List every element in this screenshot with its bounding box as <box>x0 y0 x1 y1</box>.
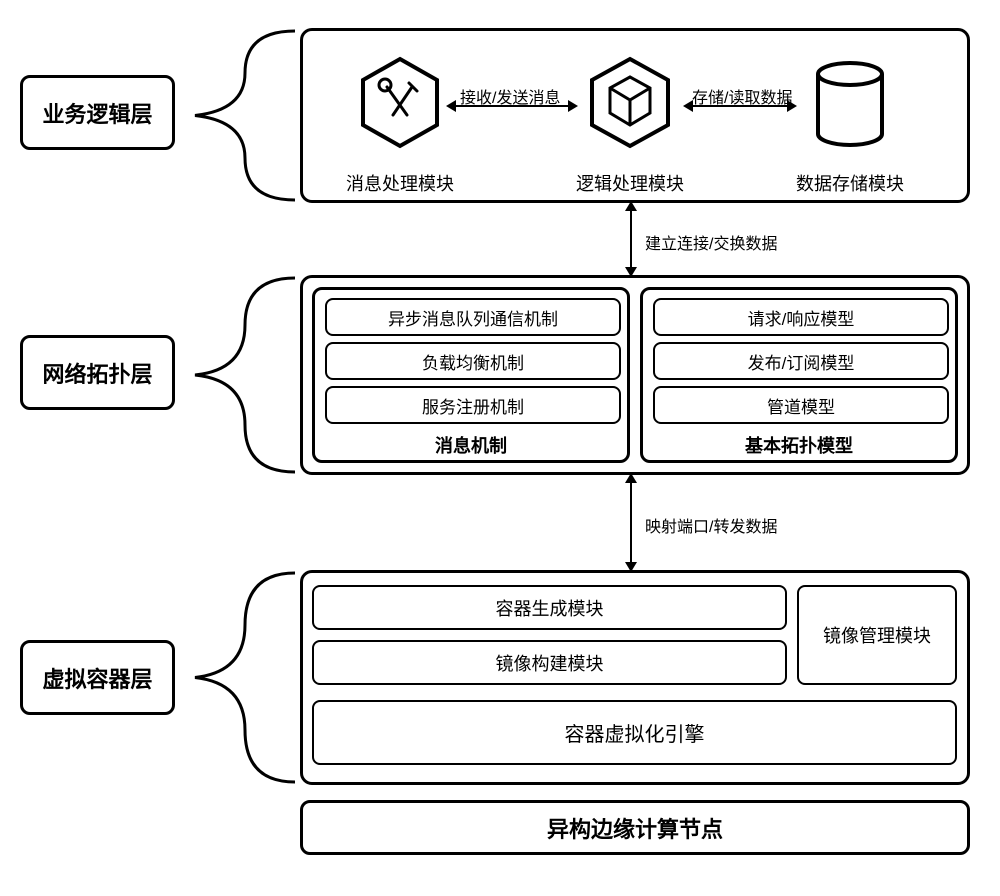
msg-mechanism-panel: 异步消息队列通信机制 负载均衡机制 服务注册机制 消息机制 <box>312 287 630 463</box>
layer-label-1: 业务逻辑层 <box>20 75 175 150</box>
l2-left-title: 消息机制 <box>315 432 627 458</box>
layer-label-2: 网络拓扑层 <box>20 335 175 410</box>
l2-left-row-3-text: 服务注册机制 <box>422 393 524 418</box>
bottom-bar-text: 异构边缘计算节点 <box>547 812 723 844</box>
arrow-label-2: 存储/读取数据 <box>692 84 792 108</box>
connector-2-label: 映射端口/转发数据 <box>645 513 777 537</box>
l2-right-row-3-text: 管道模型 <box>767 393 835 418</box>
brace-3 <box>185 570 295 785</box>
l3-left-1-text: 容器生成模块 <box>496 595 604 621</box>
layer-label-3: 虚拟容器层 <box>20 640 175 715</box>
l2-right-title: 基本拓扑模型 <box>643 432 955 458</box>
module-label-2: 逻辑处理模块 <box>570 170 690 196</box>
layer-label-2-text: 网络拓扑层 <box>42 357 152 389</box>
l3-left-1: 容器生成模块 <box>312 585 787 630</box>
connector-1-label: 建立连接/交换数据 <box>645 230 777 254</box>
l3-right-text: 镜像管理模块 <box>823 622 931 648</box>
l2-right-row-2-text: 发布/订阅模型 <box>748 349 855 374</box>
l2-left-row-1: 异步消息队列通信机制 <box>325 298 621 336</box>
l2-left-row-3: 服务注册机制 <box>325 386 621 424</box>
connector-1 <box>630 203 632 275</box>
topology-model-panel: 请求/响应模型 发布/订阅模型 管道模型 基本拓扑模型 <box>640 287 958 463</box>
module-label-1: 消息处理模块 <box>340 170 460 196</box>
l3-left-2: 镜像构建模块 <box>312 640 787 685</box>
l2-right-row-1-text: 请求/响应模型 <box>748 305 855 330</box>
layer-label-3-text: 虚拟容器层 <box>42 662 152 694</box>
arrow-label-1: 接收/发送消息 <box>460 84 560 108</box>
l3-left-2-text: 镜像构建模块 <box>496 650 604 676</box>
cylinder-icon <box>812 60 888 150</box>
connector-2 <box>630 475 632 570</box>
l2-left-row-2: 负载均衡机制 <box>325 342 621 380</box>
cube-icon <box>586 55 674 150</box>
l2-left-row-2-text: 负载均衡机制 <box>422 349 524 374</box>
module-label-3: 数据存储模块 <box>790 170 910 196</box>
l3-right: 镜像管理模块 <box>797 585 957 685</box>
l2-left-row-1-text: 异步消息队列通信机制 <box>388 305 558 330</box>
l2-right-row-1: 请求/响应模型 <box>653 298 949 336</box>
l3-bottom: 容器虚拟化引擎 <box>312 700 957 765</box>
l3-bottom-text: 容器虚拟化引擎 <box>565 718 705 747</box>
l2-right-row-2: 发布/订阅模型 <box>653 342 949 380</box>
layer-label-1-text: 业务逻辑层 <box>42 97 152 129</box>
brace-2 <box>185 275 295 475</box>
l2-right-row-3: 管道模型 <box>653 386 949 424</box>
hexagon-tools-icon <box>357 55 443 150</box>
brace-1 <box>185 28 295 203</box>
bottom-bar: 异构边缘计算节点 <box>300 800 970 855</box>
